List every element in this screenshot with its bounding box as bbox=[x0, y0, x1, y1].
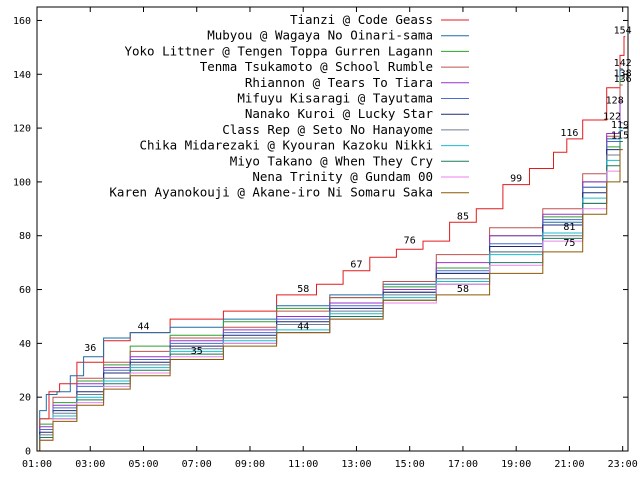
x-tick-label: 03:00 bbox=[75, 459, 105, 470]
x-tick-label: 13:00 bbox=[341, 459, 371, 470]
data-label: 119 bbox=[611, 120, 629, 131]
x-tick-label: 23:00 bbox=[608, 459, 638, 470]
data-label: 142 bbox=[614, 58, 632, 69]
data-label: 44 bbox=[137, 322, 149, 333]
data-label: 76 bbox=[404, 235, 416, 246]
legend-label: Nanako Kuroi @ Lucky Star bbox=[245, 106, 434, 121]
y-tick-label: 100 bbox=[13, 177, 31, 188]
data-label: 116 bbox=[560, 128, 578, 139]
legend-label: Class Rep @ Seto No Hanayome bbox=[222, 122, 433, 137]
x-tick-label: 21:00 bbox=[554, 459, 584, 470]
legend-label: Miyo Takano @ When They Cry bbox=[230, 153, 434, 168]
x-tick-label: 05:00 bbox=[128, 459, 158, 470]
data-label: 154 bbox=[614, 26, 632, 37]
x-tick-label: 17:00 bbox=[448, 459, 478, 470]
y-tick-label: 120 bbox=[13, 124, 31, 135]
x-tick-label: 09:00 bbox=[235, 459, 265, 470]
data-label: 36 bbox=[84, 343, 96, 354]
legend-label: Mifuyu Kisaragi @ Tayutama bbox=[237, 91, 433, 106]
data-label: 85 bbox=[457, 211, 469, 222]
data-label: 128 bbox=[606, 96, 624, 107]
data-label: 136 bbox=[614, 74, 632, 85]
data-label: 122 bbox=[603, 112, 621, 123]
data-label: 138 bbox=[614, 69, 632, 80]
series-line bbox=[37, 68, 623, 452]
data-label: 58 bbox=[297, 284, 309, 295]
legend-label: Mubyou @ Wagaya No Oinari-sama bbox=[207, 28, 433, 43]
y-tick-label: 80 bbox=[19, 231, 31, 242]
y-tick-label: 60 bbox=[19, 285, 31, 296]
y-tick-label: 40 bbox=[19, 339, 31, 350]
y-tick-label: 160 bbox=[13, 16, 31, 27]
data-label: 44 bbox=[297, 322, 309, 333]
x-tick-label: 07:00 bbox=[182, 459, 212, 470]
legend-label: Yoko Littner @ Tengen Toppa Gurren Lagan… bbox=[124, 43, 433, 58]
data-label: 99 bbox=[510, 174, 522, 185]
data-label: 81 bbox=[563, 222, 575, 233]
x-tick-label: 01:00 bbox=[22, 459, 52, 470]
data-label: 75 bbox=[563, 238, 575, 249]
y-tick-label: 0 bbox=[25, 447, 31, 458]
legend-label: Karen Ayanokouji @ Akane-iro Ni Somaru S… bbox=[109, 185, 433, 200]
plot-border bbox=[36, 6, 629, 452]
x-tick-label: 11:00 bbox=[288, 459, 318, 470]
data-label: 58 bbox=[457, 284, 469, 295]
data-label: 67 bbox=[350, 260, 362, 271]
legend-label: Chika Midarezaki @ Kyouran Kazoku Nikki bbox=[140, 138, 434, 153]
x-tick-label: 15:00 bbox=[395, 459, 425, 470]
y-tick-label: 20 bbox=[19, 393, 31, 404]
data-label: 115 bbox=[611, 131, 629, 142]
series-line bbox=[37, 36, 626, 452]
data-label: 35 bbox=[191, 346, 203, 357]
x-tick-label: 19:00 bbox=[501, 459, 531, 470]
legend-label: Rhiannon @ Tears To Tiara bbox=[245, 75, 433, 90]
series-line bbox=[37, 149, 623, 452]
legend-label: Tenma Tsukamoto @ School Rumble bbox=[200, 59, 433, 74]
legend-label: Tianzi @ Code Geass bbox=[290, 12, 433, 27]
legend-label: Nena Trinity @ Gundam 00 bbox=[252, 169, 433, 184]
y-tick-label: 140 bbox=[13, 70, 31, 81]
